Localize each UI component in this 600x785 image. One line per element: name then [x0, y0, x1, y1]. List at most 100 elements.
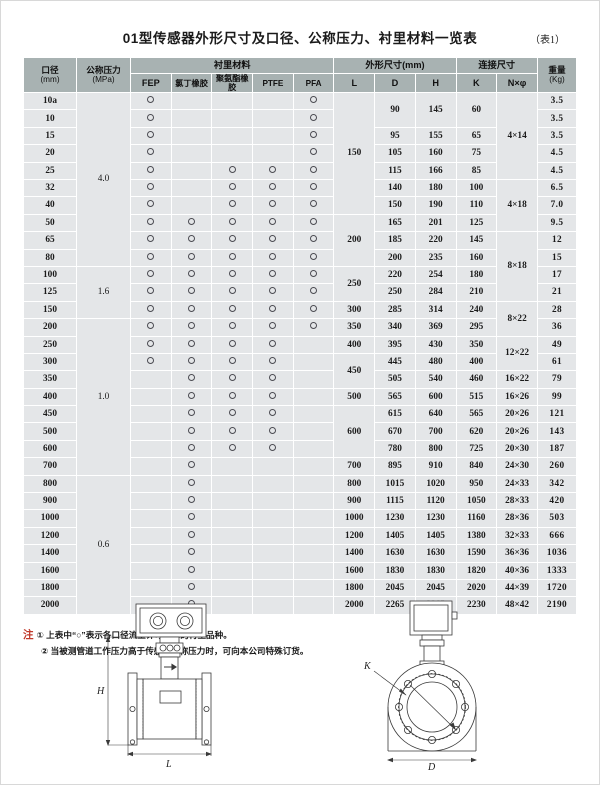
cell-dim-h: 235 [414, 248, 457, 267]
cell-lining-marked [252, 405, 294, 424]
cell-caliber: 1400 [23, 544, 77, 563]
cell-lining-empty [292, 526, 335, 546]
cell-lining-marked [130, 196, 172, 215]
circle-mark-icon [228, 235, 236, 243]
cell-lining-marked [170, 318, 213, 337]
front-view-length-label: L [165, 759, 172, 770]
cell-dim-l: 600 [333, 405, 376, 459]
technical-drawings: H L [1, 600, 599, 776]
cell-caliber: 100 [23, 265, 77, 285]
cell-weight: 3.5 [537, 109, 577, 128]
table-row: 300 450 445 480 400 61 [23, 352, 577, 389]
cell-lining-empty [130, 422, 172, 441]
cell-caliber: 800 [23, 474, 77, 494]
cell-pressure: 0.6 [76, 474, 131, 615]
cell-dim-d: 1015 [374, 474, 416, 494]
cell-dim-k: 180 [455, 265, 498, 285]
cell-caliber: 450 [23, 405, 77, 424]
cell-lining-marked [252, 335, 294, 354]
cell-lining-empty [211, 474, 254, 494]
cell-caliber: 700 [23, 457, 77, 476]
cell-lining-marked [170, 405, 213, 424]
cell-caliber: 900 [23, 492, 77, 511]
header-dim-d: D [374, 72, 416, 94]
table-row: 20 105 160 75 4.5 [23, 144, 577, 163]
cell-caliber: 1200 [23, 526, 77, 546]
header-lining-3: 聚氨酯橡胶 [211, 72, 254, 94]
cell-dim-l: 2000 [333, 596, 376, 615]
cell-conn-n-phi: 4×18 [496, 178, 538, 233]
cell-dim-k: 400 [455, 352, 498, 372]
cell-lining-empty [211, 144, 254, 163]
cell-lining-empty [292, 370, 335, 389]
cell-weight: 1333 [537, 561, 577, 580]
cell-dim-k: 85 [455, 161, 498, 180]
cell-dim-h: 1630 [414, 544, 457, 563]
cell-lining-marked [252, 439, 294, 459]
cell-lining-marked [130, 109, 172, 128]
cell-dim-k: 2020 [455, 578, 498, 598]
cell-dim-d: 340 [374, 318, 416, 337]
cell-lining-marked [170, 439, 213, 459]
cell-dim-h: 369 [414, 318, 457, 337]
header-weight: 重量 (Kg) [537, 56, 577, 94]
circle-mark-icon [188, 513, 196, 521]
header-conn-k: K [455, 72, 498, 94]
cell-lining-empty [211, 457, 254, 476]
cell-conn-n-phi: 24×30 [496, 457, 538, 476]
cell-lining-marked [211, 422, 254, 441]
cell-dim-l: 350 [333, 318, 376, 337]
cell-dim-d: 90 [374, 92, 416, 128]
cell-dim-l: 1600 [333, 561, 376, 580]
cell-lining-empty [211, 509, 254, 528]
cell-conn-n-phi: 20×30 [496, 439, 538, 459]
cell-caliber: 125 [23, 283, 77, 302]
cell-lining-empty [252, 126, 294, 146]
cell-dim-d: 165 [374, 213, 416, 233]
circle-mark-icon [147, 200, 155, 208]
cell-lining-marked [211, 335, 254, 354]
cell-lining-marked [292, 178, 335, 198]
table-number: （表1） [530, 35, 565, 46]
circle-mark-icon [310, 183, 318, 191]
cell-lining-marked [292, 265, 335, 285]
page-title: 01型传感器外形尺寸及口径、公称压力、衬里材料一览表 [122, 31, 478, 46]
cell-lining-empty [211, 578, 254, 598]
cell-lining-marked [211, 318, 254, 337]
cell-conn-n-phi: 12×22 [496, 335, 538, 372]
cell-lining-marked [170, 231, 213, 250]
cell-dim-h: 1830 [414, 561, 457, 580]
cell-dim-h: 1230 [414, 509, 457, 528]
cell-dim-k: 240 [455, 300, 498, 320]
cell-dim-h: 220 [414, 231, 457, 250]
cell-caliber: 1000 [23, 509, 77, 528]
circle-mark-icon [228, 183, 236, 191]
cell-lining-empty [292, 387, 335, 407]
circle-mark-icon [188, 304, 196, 312]
cell-dim-l: 1200 [333, 526, 376, 546]
cell-pressure: 1.6 [76, 265, 131, 320]
circle-mark-icon [228, 426, 236, 434]
cell-lining-empty [130, 509, 172, 528]
circle-mark-icon [188, 374, 196, 382]
cell-dim-k: 460 [455, 370, 498, 389]
cell-lining-marked [170, 352, 213, 372]
circle-mark-icon [188, 391, 196, 399]
circle-mark-icon [228, 287, 236, 295]
cell-conn-n-phi: 28×36 [496, 509, 538, 528]
circle-mark-icon [188, 443, 196, 451]
cell-caliber: 1600 [23, 561, 77, 580]
cell-lining-empty [292, 544, 335, 563]
cell-lining-marked [211, 439, 254, 459]
cell-lining-marked [130, 144, 172, 163]
cell-dim-k: 295 [455, 318, 498, 337]
cell-lining-empty [292, 578, 335, 598]
cell-lining-marked [211, 178, 254, 198]
cell-lining-marked [252, 196, 294, 215]
cell-lining-empty [292, 335, 335, 354]
cell-weight: 36 [537, 318, 577, 337]
circle-mark-icon [188, 530, 196, 538]
cell-dim-h: 284 [414, 283, 457, 302]
cell-caliber: 250 [23, 335, 77, 354]
circle-mark-icon [269, 356, 277, 364]
